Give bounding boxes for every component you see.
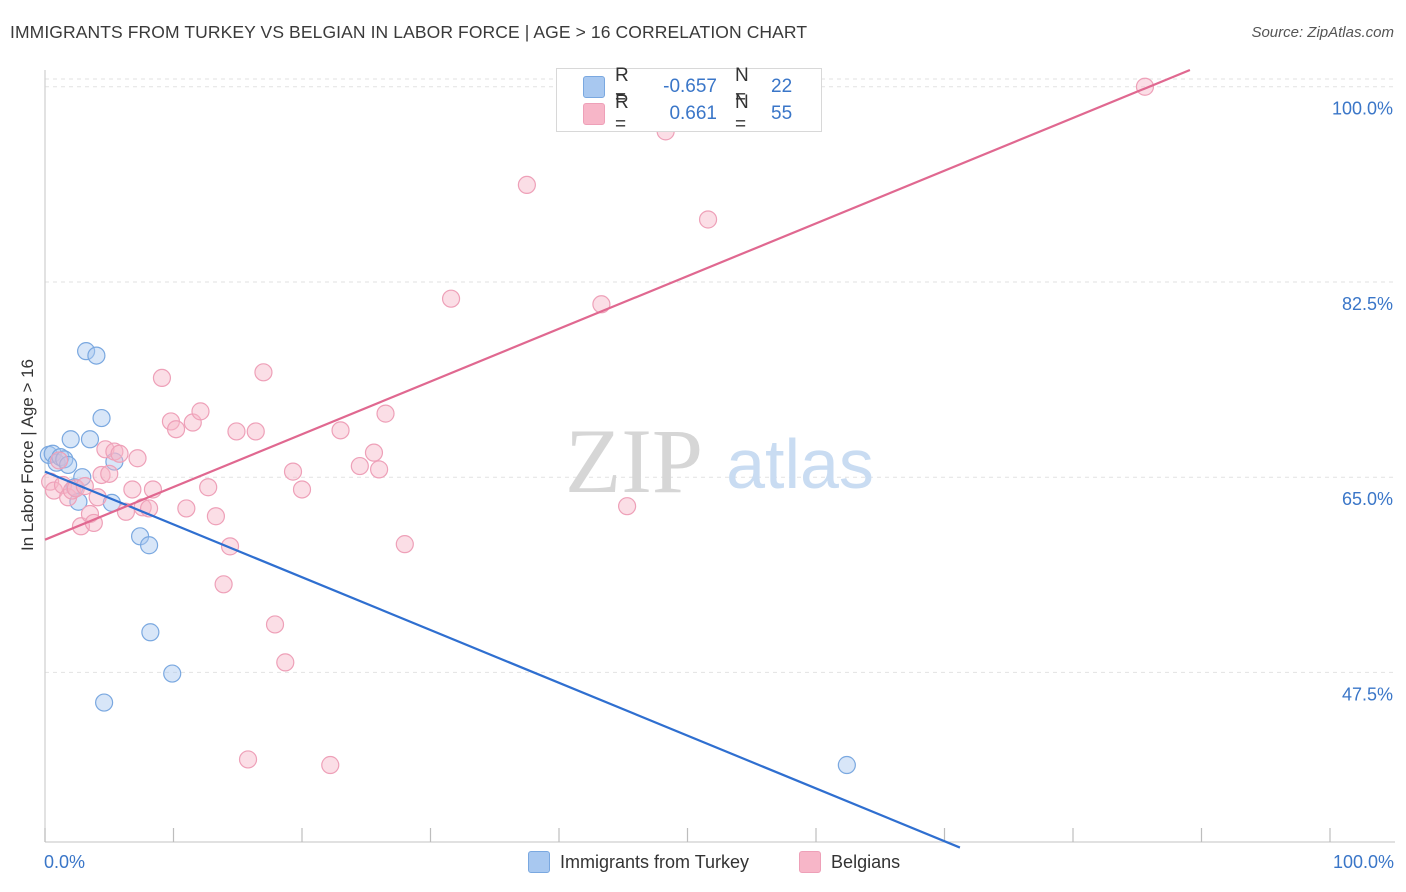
belgian-point <box>331 421 350 440</box>
y-tick-label: 65.0% <box>1342 489 1393 509</box>
trend-lines <box>44 68 1191 849</box>
n-label: N = <box>735 92 749 135</box>
belgian-point <box>618 497 637 516</box>
belgian-point <box>199 478 218 497</box>
belgian-point <box>92 465 111 485</box>
correlation-legend: R = -0.657 N = 22 R = 0.661 N = 55 <box>556 65 822 135</box>
turkey-point <box>139 536 159 555</box>
series-belgian-points <box>41 77 1155 775</box>
turkey-point <box>92 408 111 428</box>
watermark-zip: ZIP <box>565 410 703 512</box>
turkey-point <box>141 623 160 642</box>
belgian-point <box>265 615 285 634</box>
turkey-point <box>80 430 100 449</box>
legend-swatch-belgians <box>799 851 822 873</box>
belgian-point <box>177 499 196 518</box>
belgian-point <box>100 464 119 483</box>
belgian-point <box>376 404 395 423</box>
turkey-point <box>87 346 106 365</box>
turkey-point <box>59 455 78 475</box>
belgian-point <box>50 451 69 470</box>
belgian-point <box>370 460 389 479</box>
y-tick-labels: 47.5% 65.0% 82.5% 100.0% <box>1332 99 1393 705</box>
legend-item-belgians[interactable]: Belgians <box>799 851 900 873</box>
series-turkey-points <box>39 342 856 775</box>
belgian-point <box>191 402 210 421</box>
chart-title: IMMIGRANTS FROM TURKEY VS BELGIAN IN LAB… <box>10 22 808 42</box>
belgian-swatch <box>583 103 605 125</box>
turkey-point <box>69 492 88 511</box>
belgian-point <box>321 755 340 775</box>
belgian-point <box>276 653 295 672</box>
belgian-point <box>220 537 240 556</box>
x-tick-max: 100.0% <box>1332 852 1394 872</box>
n-label: N = <box>735 65 749 108</box>
belgian-point <box>238 750 258 769</box>
series-legend: Immigrants from Turkey Belgians <box>528 851 940 873</box>
watermark: ZIP atlas <box>565 410 874 512</box>
belgian-point <box>698 210 718 229</box>
legend-swatch-turkey <box>528 851 550 873</box>
turkey-point <box>95 693 114 712</box>
turkey-point <box>61 430 80 449</box>
source-label: Source: ZipAtlas.com <box>1251 24 1394 41</box>
belgian-point <box>292 480 312 499</box>
belgian-point <box>395 535 414 554</box>
turkey-point <box>163 664 182 683</box>
turkey-swatch <box>583 76 605 98</box>
belgian-point <box>350 456 369 476</box>
belgian-point <box>283 462 303 481</box>
belgian-point <box>441 289 461 308</box>
legend-item-turkey[interactable]: Immigrants from Turkey <box>528 851 749 873</box>
turkey-point <box>77 342 96 361</box>
belgian-point <box>152 368 172 388</box>
r-label: R = <box>615 65 629 108</box>
watermark-atlas: atlas <box>726 425 874 503</box>
gridlines <box>45 78 1395 673</box>
legend-label-turkey: Immigrants from Turkey <box>560 851 750 872</box>
n-value: 55 <box>771 103 793 124</box>
r-label: R = <box>615 92 629 135</box>
belgian-point <box>110 444 129 463</box>
belgian-point <box>214 575 233 594</box>
belgian-point <box>80 504 100 524</box>
belgian-point <box>246 422 265 441</box>
belgian-point <box>592 295 611 314</box>
turkey-point <box>837 755 856 775</box>
y-tick-label: 100.0% <box>1332 99 1393 119</box>
trend-line-belgian <box>44 68 1191 541</box>
belgian-point <box>364 443 384 462</box>
r-value: 0.661 <box>669 103 717 124</box>
y-tick-label: 82.5% <box>1342 294 1393 314</box>
belgian-point <box>254 363 273 382</box>
belgian-point <box>166 420 186 439</box>
belgian-point <box>517 175 536 195</box>
r-value: -0.657 <box>663 76 717 97</box>
trend-line-turkey <box>44 470 961 849</box>
belgian-point <box>206 507 226 526</box>
y-tick-label: 47.5% <box>1342 684 1393 704</box>
belgian-point <box>227 422 246 441</box>
belgian-point <box>123 480 142 499</box>
n-value: 22 <box>771 76 793 97</box>
legend-label-belgians: Belgians <box>831 851 901 872</box>
x-tick-min: 0.0% <box>44 852 86 872</box>
belgian-point <box>128 449 147 468</box>
